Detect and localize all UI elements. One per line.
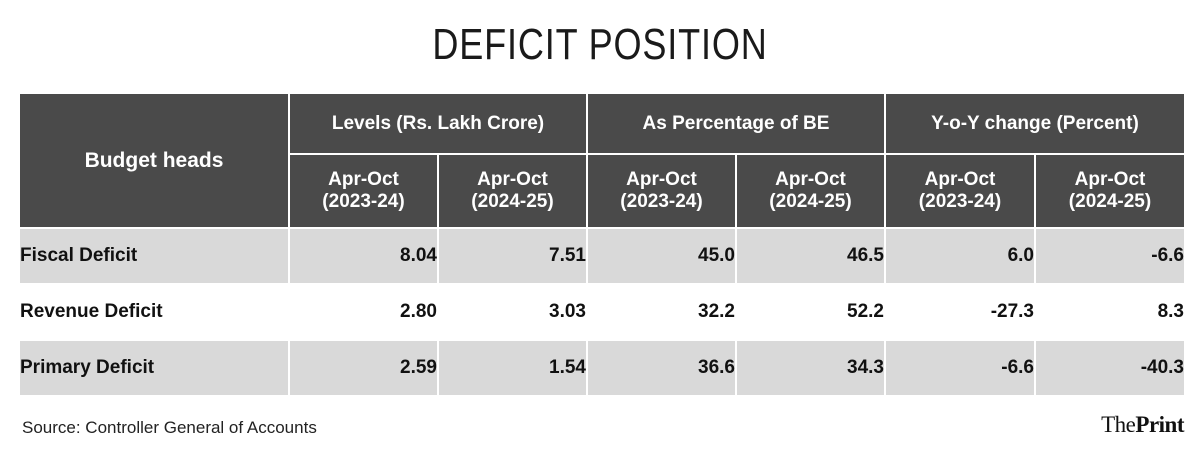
deficit-table: Budget heads Levels (Rs. Lakh Crore) As … bbox=[18, 92, 1186, 397]
period-header: Apr-Oct (2024-25) bbox=[735, 153, 886, 229]
table-cell: 8.3 bbox=[1034, 283, 1186, 341]
page-title: DEFICIT POSITION bbox=[432, 20, 768, 69]
table-cell: 52.2 bbox=[735, 283, 886, 341]
period-header: Apr-Oct (2023-24) bbox=[586, 153, 737, 229]
row-label: Fiscal Deficit bbox=[18, 227, 290, 285]
budget-heads-header: Budget heads bbox=[18, 92, 290, 229]
group-header-percentage-be: As Percentage of BE bbox=[586, 92, 886, 155]
group-header-yoy-change: Y-o-Y change (Percent) bbox=[884, 92, 1186, 155]
table-cell: 2.80 bbox=[288, 283, 439, 341]
period-header: Apr-Oct (2024-25) bbox=[1034, 153, 1186, 229]
table-cell: 2.59 bbox=[288, 339, 439, 397]
table-cell: 34.3 bbox=[735, 339, 886, 397]
table-row: Revenue Deficit 2.80 3.03 32.2 52.2 -27.… bbox=[18, 283, 1186, 341]
row-label: Primary Deficit bbox=[18, 339, 290, 397]
logo-prefix: The bbox=[1101, 412, 1136, 437]
row-label: Revenue Deficit bbox=[18, 283, 290, 341]
period-header-row: Apr-Oct (2023-24) Apr-Oct (2024-25) Apr-Oc… bbox=[19, 153, 1186, 229]
table-cell: 1.54 bbox=[437, 339, 588, 397]
table-cell: -6.6 bbox=[1034, 227, 1186, 285]
theprint-logo: ThePrint bbox=[1101, 412, 1184, 438]
period-header: Apr-Oct (2023-24) bbox=[884, 153, 1036, 229]
table-cell: -6.6 bbox=[884, 339, 1036, 397]
table-cell: 6.0 bbox=[884, 227, 1036, 285]
table-cell: -27.3 bbox=[884, 283, 1036, 341]
table-cell: 32.2 bbox=[586, 283, 737, 341]
table-cell: 8.04 bbox=[288, 227, 439, 285]
table-cell: 46.5 bbox=[735, 227, 886, 285]
period-header: Apr-Oct (2023-24) bbox=[288, 153, 439, 229]
table-row: Primary Deficit 2.59 1.54 36.6 34.3 -6.6… bbox=[18, 339, 1186, 397]
group-header-levels: Levels (Rs. Lakh Crore) bbox=[288, 92, 588, 155]
table-cell: 45.0 bbox=[586, 227, 737, 285]
table-cell: 7.51 bbox=[437, 227, 588, 285]
logo-main: Print bbox=[1135, 412, 1184, 437]
table-cell: 36.6 bbox=[586, 339, 737, 397]
source-note: Source: Controller General of Accounts bbox=[22, 418, 317, 437]
table-row: Fiscal Deficit 8.04 7.51 45.0 46.5 6.0 -… bbox=[18, 227, 1186, 285]
period-header: Apr-Oct (2024-25) bbox=[437, 153, 588, 229]
table-cell: 3.03 bbox=[437, 283, 588, 341]
table-cell: -40.3 bbox=[1034, 339, 1186, 397]
